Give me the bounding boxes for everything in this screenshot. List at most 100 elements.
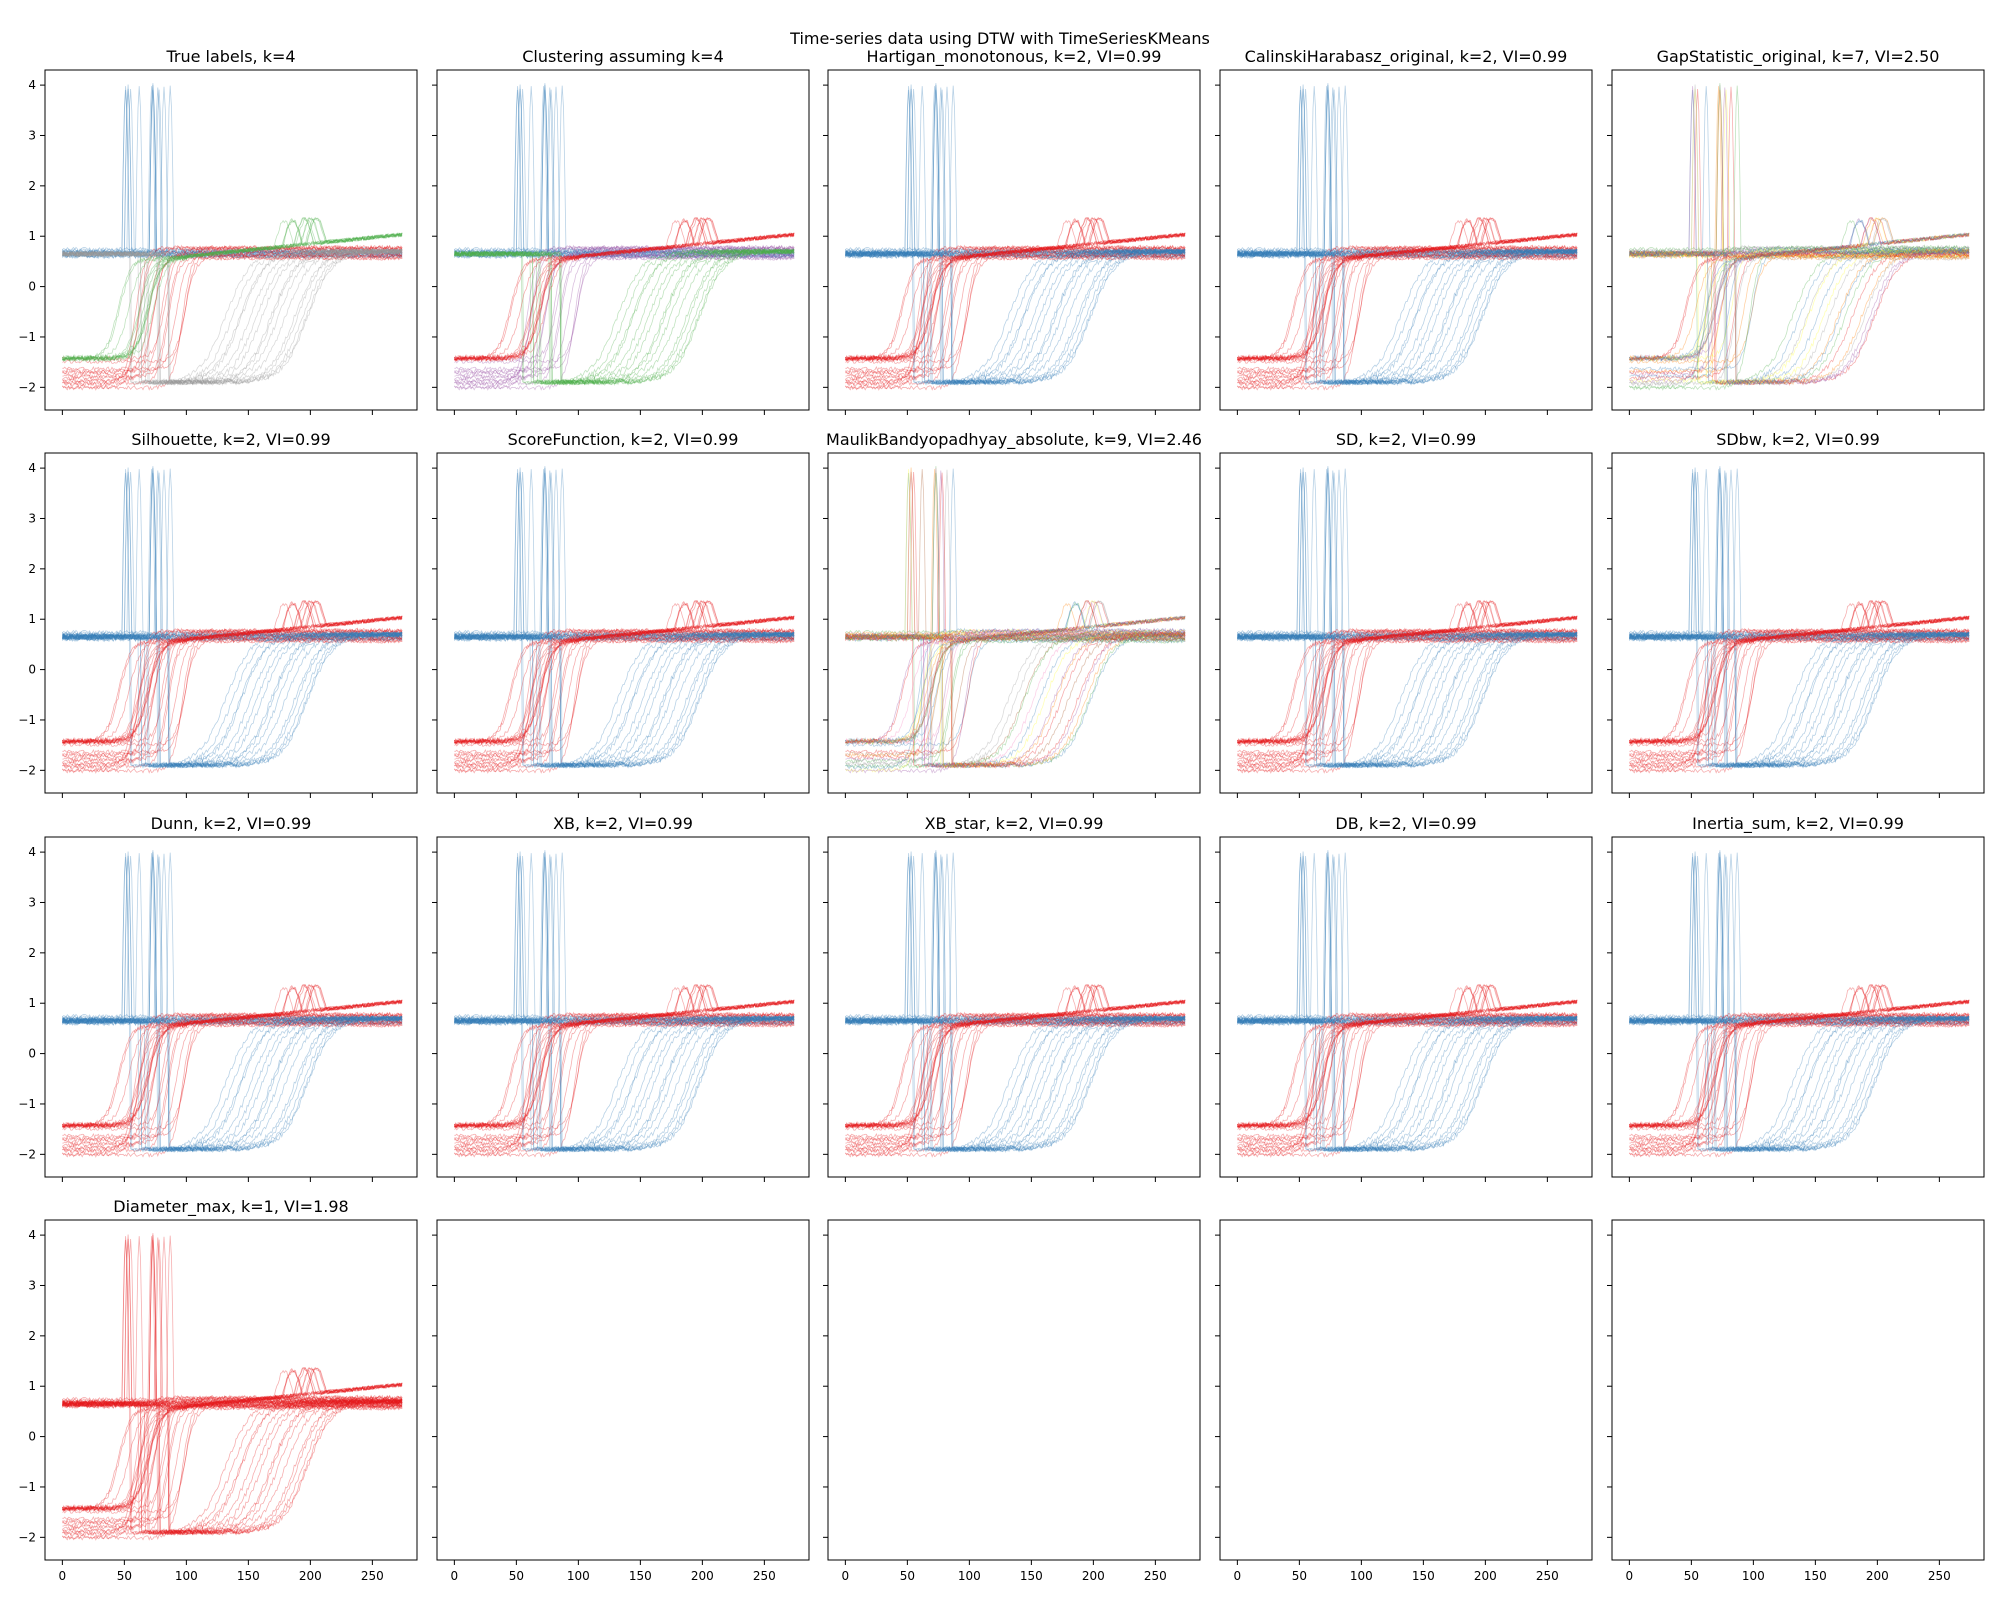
series-line: [62, 245, 403, 380]
series-line: [1629, 466, 1970, 636]
series-line: [62, 600, 403, 745]
series-line: [454, 253, 795, 374]
series-line: [62, 600, 403, 745]
series-line: [845, 638, 1186, 770]
series-line: [1237, 600, 1578, 746]
series-line: [62, 631, 403, 755]
series-line: [1629, 984, 1970, 1130]
series-line: [1237, 86, 1578, 257]
series-line: [1629, 627, 1970, 770]
series-line: [1629, 600, 1970, 745]
y-tick-label: −1: [18, 713, 36, 727]
series-line: [454, 855, 795, 1026]
series-line: [62, 1369, 403, 1512]
x-tick-label: 200: [299, 1569, 322, 1583]
series-line: [1629, 631, 1970, 770]
series-line: [454, 632, 795, 769]
series-line: [1629, 217, 1970, 362]
series-line: [62, 630, 403, 769]
series-line: [62, 853, 403, 1024]
series-line: [454, 638, 795, 747]
axes-frame: [436, 69, 810, 411]
series-line: [845, 247, 1186, 384]
series-line: [1629, 984, 1970, 1129]
series-line: [1237, 247, 1578, 387]
series-line: [454, 247, 795, 386]
series-line: [62, 1011, 403, 1154]
series-line: [1629, 248, 1970, 386]
series-line: [1629, 630, 1970, 769]
series-line: [62, 248, 403, 372]
series-line: [845, 631, 1186, 770]
series-line: [1629, 1019, 1970, 1143]
series-line: [62, 219, 403, 362]
series-line: [1237, 630, 1578, 769]
series-line: [845, 1019, 1186, 1143]
series-line: [845, 636, 1186, 757]
series-line: [62, 630, 403, 768]
series-line: [1629, 249, 1970, 384]
series-line: [62, 89, 403, 260]
series-line: [1629, 88, 1970, 259]
series-line: [62, 244, 403, 391]
series-line: [454, 1014, 795, 1154]
series-line: [845, 469, 1186, 640]
series-line: [62, 469, 403, 639]
series-line: [62, 1399, 403, 1534]
series-line: [62, 470, 403, 640]
series-line: [1237, 88, 1578, 259]
y-tick-label: 4: [28, 1228, 36, 1242]
series-line: [1629, 602, 1970, 745]
y-tick-label: −2: [18, 763, 36, 777]
series-line: [845, 217, 1186, 362]
series-line: [1237, 218, 1578, 362]
series-line: [845, 1019, 1186, 1148]
series-line: [845, 217, 1186, 362]
series-line: [454, 628, 795, 760]
series-line: [845, 219, 1186, 362]
series-line: [1237, 635, 1578, 767]
series-line: [62, 1405, 403, 1537]
series-line: [62, 1012, 403, 1144]
series-group: [454, 83, 795, 391]
series-line: [845, 1012, 1186, 1158]
series-line: [62, 1398, 403, 1536]
series-line: [1629, 248, 1970, 386]
series-line: [62, 248, 403, 387]
series-line: [62, 1015, 403, 1153]
series-line: [1237, 1020, 1578, 1141]
series-line: [454, 984, 795, 1129]
series-line: [845, 83, 1186, 253]
series-line: [1237, 600, 1578, 746]
series-line: [1629, 86, 1970, 256]
series-line: [62, 218, 403, 362]
series-line: [845, 986, 1186, 1129]
series-line: [845, 984, 1186, 1130]
series-line: [454, 86, 795, 256]
series-line: [62, 631, 403, 769]
series-line: [62, 247, 403, 384]
series-line: [454, 88, 795, 259]
series-line: [845, 638, 1186, 747]
series-line: [62, 600, 403, 746]
series-line: [1237, 247, 1578, 384]
series-line: [1237, 856, 1578, 1027]
series-line: [1237, 850, 1578, 1020]
subplot-8: MaulikBandyopadhyay_absolute, k=9, VI=2.…: [823, 430, 1202, 798]
series-line: [845, 247, 1186, 386]
series-line: [1237, 600, 1578, 745]
series-line: [454, 86, 795, 257]
y-tick-label: 2: [28, 179, 36, 193]
series-line: [62, 248, 403, 386]
series-group: [845, 83, 1186, 391]
series-line: [454, 245, 795, 391]
series-line: [454, 244, 795, 391]
series-line: [845, 853, 1186, 1023]
series-line: [62, 632, 403, 769]
series-line: [1237, 1016, 1578, 1151]
series-line: [845, 631, 1186, 769]
series-line: [845, 218, 1186, 362]
series-line: [454, 638, 795, 770]
series-line: [1629, 1012, 1970, 1147]
series-line: [454, 1011, 795, 1154]
